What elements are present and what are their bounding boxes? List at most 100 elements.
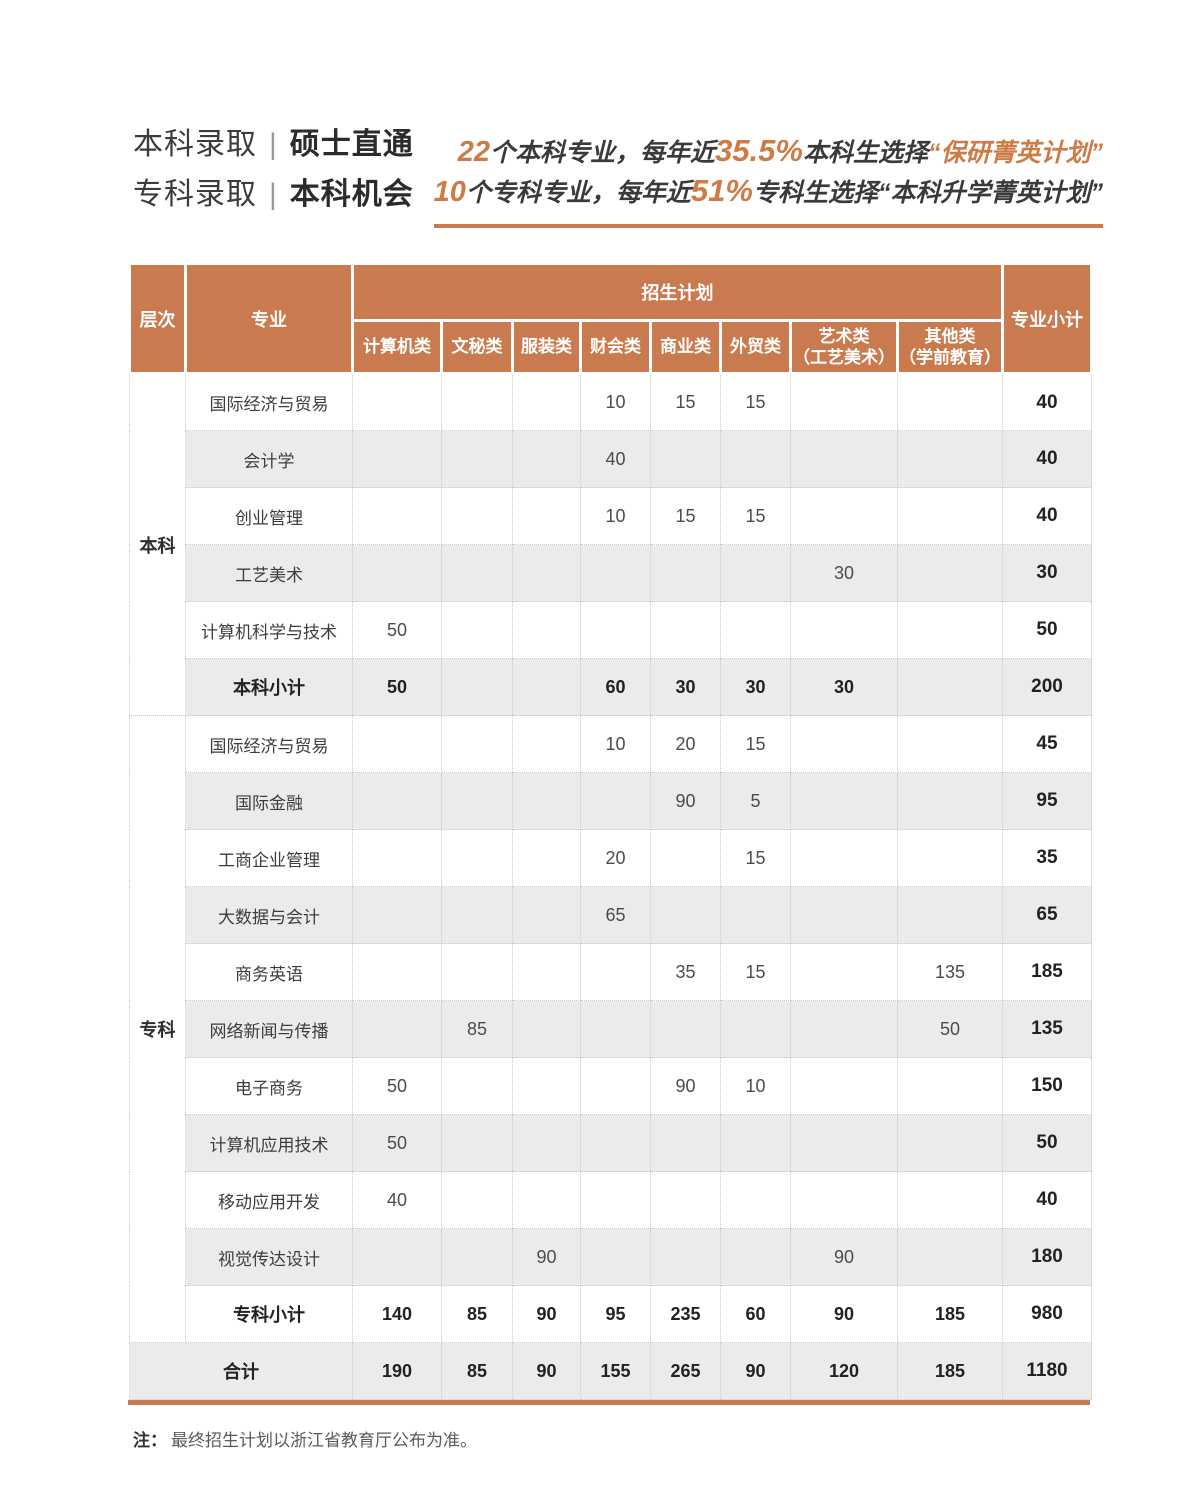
- plan-value-cell: 15: [720, 715, 791, 773]
- plan-value-cell: [512, 1171, 581, 1229]
- plan-value-cell: [352, 715, 442, 773]
- plan-value-cell: 10: [580, 487, 651, 545]
- plan-value-cell: [512, 943, 581, 1001]
- table-row: 大数据与会计 65 65: [130, 886, 1092, 944]
- plan-value-cell: 30: [790, 544, 898, 602]
- plan-value-cell: 95: [580, 1285, 651, 1343]
- plan-value-cell: [512, 886, 581, 944]
- plan-value-cell: [897, 1228, 1003, 1286]
- plan-value-cell: 5: [720, 772, 791, 830]
- plan-value-cell: [897, 601, 1003, 659]
- page-titles: 本科录取 | 硕士直通 专科录取 | 本科机会: [133, 120, 414, 220]
- major-subtotal-cell: 40: [1002, 487, 1092, 545]
- plan-value-cell: 30: [720, 658, 791, 716]
- major-subtotal-cell: 45: [1002, 715, 1092, 773]
- major-cell: 网络新闻与传播: [185, 1000, 353, 1058]
- plan-value-cell: [650, 886, 721, 944]
- plan-value-cell: 15: [720, 373, 791, 431]
- footnote-text: 最终招生计划以浙江省教育厅公布为准。: [171, 1431, 477, 1450]
- major-subtotal-cell: 185: [1002, 943, 1092, 1001]
- title-line-college: 专科录取 | 本科机会: [133, 170, 414, 220]
- stat-text: 个专科专业，每年近: [465, 179, 691, 207]
- table-head-row-1: 层次 专业 招生计划 专业小计: [128, 262, 1093, 375]
- table-row: 会计学 40 40: [130, 430, 1092, 488]
- stat-number: 10: [433, 176, 466, 208]
- plan-value-cell: [897, 886, 1003, 944]
- plan-value-cell: [720, 886, 791, 944]
- major-subtotal-cell: 65: [1002, 886, 1092, 944]
- plan-value-cell: [441, 943, 513, 1001]
- plan-value-cell: [897, 829, 1003, 887]
- col-header-major: 专业: [184, 262, 354, 375]
- plan-value-cell: 85: [441, 1000, 513, 1058]
- col-header-others: 其他类 （学前教育）: [896, 319, 1004, 375]
- plan-value-cell: [441, 715, 513, 773]
- plan-value-cell: [790, 715, 898, 773]
- col-header-arts: 艺术类 （工艺美术）: [789, 319, 899, 375]
- plan-value-cell: 50: [352, 1114, 442, 1172]
- plan-value-cell: [441, 544, 513, 602]
- plan-value-cell: 40: [352, 1171, 442, 1229]
- major-cell: 国际经济与贸易: [185, 715, 353, 773]
- level-cell: 专科: [129, 715, 186, 1343]
- plan-value-cell: 185: [897, 1342, 1003, 1400]
- plan-value-cell: 35: [650, 943, 721, 1001]
- table-head-row-2: 计算机类 文秘类 服装类 财会类 商业类 外贸类 艺术类 （工艺美术） 其他类 （学…: [130, 319, 1092, 375]
- plan-value-cell: [650, 1228, 721, 1286]
- plan-value-cell: [790, 430, 898, 488]
- stats-block: 22个本科专业，每年近35.5%本科生选择“保研菁英计划” 10个专科专业，每年…: [433, 132, 1103, 228]
- plan-value-cell: [441, 1114, 513, 1172]
- plan-value-cell: [790, 886, 898, 944]
- major-cell: 大数据与会计: [185, 886, 353, 944]
- table-row: 本科 国际经济与贸易 10 15 15 40: [129, 373, 1092, 716]
- plan-value-cell: [352, 430, 442, 488]
- stat-text: 本科生选择: [802, 139, 928, 167]
- plan-value-cell: 10: [720, 1057, 791, 1115]
- stat-percentage: 35.5%: [715, 133, 803, 168]
- admissions-table-wrap: 层次 专业 招生计划 专业小计 计算机类 文秘类 服装类 财会类 商业类 外贸类…: [128, 262, 1093, 1405]
- title-bold-text: 硕士直通: [289, 128, 414, 161]
- plan-value-cell: 50: [352, 658, 442, 716]
- grand-total-label-cell: 合计: [129, 1342, 353, 1400]
- major-cell: 国际经济与贸易: [185, 373, 353, 431]
- major-cell: 计算机科学与技术: [185, 601, 353, 659]
- plan-value-cell: 155: [580, 1342, 651, 1400]
- plan-value-cell: [580, 601, 651, 659]
- stats-line-undergraduate: 22个本科专业，每年近35.5%本科生选择“保研菁英计划”: [434, 132, 1103, 172]
- plan-value-cell: [441, 1171, 513, 1229]
- table-row: 商务英语 35 15 135 185: [130, 943, 1092, 1001]
- major-subtotal-cell: 40: [1002, 373, 1092, 431]
- major-subtotal-cell: 135: [1002, 1000, 1092, 1058]
- plan-value-cell: [512, 1114, 581, 1172]
- major-cell: 视觉传达设计: [185, 1228, 353, 1286]
- plan-value-cell: [897, 1114, 1003, 1172]
- plan-value-cell: 15: [650, 373, 721, 431]
- plan-value-cell: [720, 1171, 791, 1229]
- plan-value-cell: [650, 430, 721, 488]
- plan-value-cell: 90: [790, 1285, 898, 1343]
- title-divider: |: [269, 128, 278, 161]
- plan-value-cell: 40: [580, 430, 651, 488]
- plan-value-cell: 135: [897, 943, 1003, 1001]
- plan-value-cell: [897, 1057, 1003, 1115]
- table-row: 工商企业管理 20 15 35: [130, 829, 1092, 887]
- major-cell: 计算机应用技术: [185, 1114, 353, 1172]
- plan-value-cell: [441, 829, 513, 887]
- table-row: 网络新闻与传播 85 50 135: [130, 1000, 1092, 1058]
- title-line-undergraduate: 本科录取 | 硕士直通: [133, 120, 414, 170]
- plan-value-cell: [897, 772, 1003, 830]
- plan-value-cell: [441, 487, 513, 545]
- major-cell: 移动应用开发: [185, 1171, 353, 1229]
- plan-value-cell: [790, 772, 898, 830]
- plan-value-cell: 85: [441, 1285, 513, 1343]
- plan-value-cell: 50: [352, 1057, 442, 1115]
- plan-value-cell: [441, 772, 513, 830]
- table-row: 计算机科学与技术 50 50: [130, 601, 1092, 659]
- major-subtotal-cell: 40: [1002, 430, 1092, 488]
- plan-value-cell: [441, 1057, 513, 1115]
- col-header-apparel: 服装类: [511, 319, 582, 375]
- plan-value-cell: [441, 373, 513, 431]
- plan-value-cell: [580, 943, 651, 1001]
- plan-value-cell: 90: [720, 1342, 791, 1400]
